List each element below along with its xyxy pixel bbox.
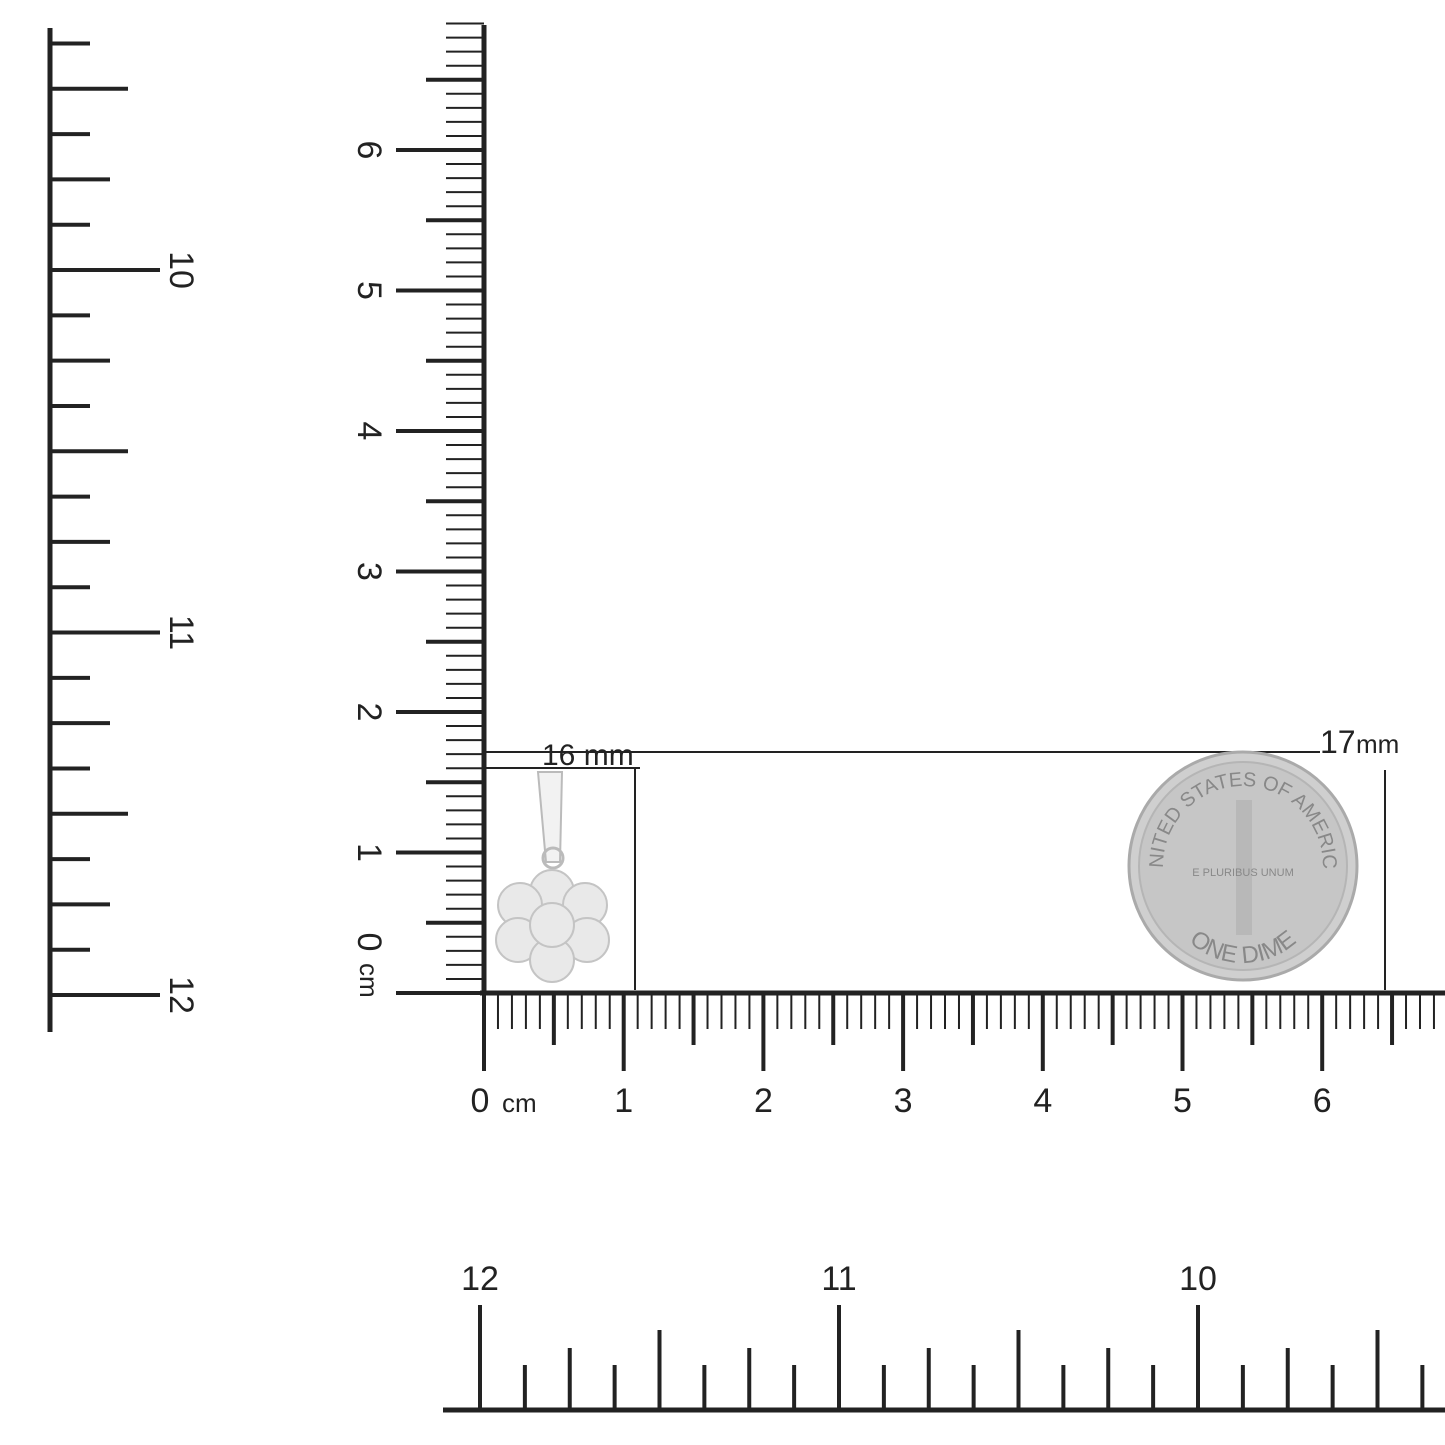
svg-text:UNITED STATES OF AMERICA: UNITED STATES OF AMERICA: [0, 0, 1340, 869]
cm-label: 0: [350, 933, 388, 952]
cm-label: 2: [350, 703, 388, 722]
cm-label: 0: [471, 1082, 490, 1120]
cm-ruler-horizontal: 0 1 2 3 4 5 6 cm: [471, 990, 1445, 1120]
inch-label: 10: [162, 251, 200, 289]
inch-label: 11: [821, 1260, 856, 1298]
inch-label: 12: [461, 1260, 499, 1298]
coin-motto: E PLURIBUS UNUM: [1192, 867, 1293, 879]
cm-ruler-vertical: 0 1 2 3 4 5 6 cm: [350, 22, 487, 998]
cm-unit: cm: [354, 963, 384, 998]
inch-label: 11: [162, 615, 200, 650]
cm-label: 4: [1033, 1082, 1052, 1120]
inch-label: 10: [1179, 1260, 1217, 1298]
coin-size-unit: mm: [1356, 729, 1399, 759]
cm-label: 5: [350, 281, 388, 300]
coin-size-number: 17: [1320, 724, 1356, 760]
cm-label: 6: [1313, 1082, 1332, 1120]
coin-top-text: UNITED STATES OF AMERICA: [0, 0, 1340, 869]
pendant-size-label: 16 mm: [542, 739, 634, 772]
pendant-image: [495, 771, 610, 983]
cm-label: 5: [1173, 1082, 1192, 1120]
cm-label: 4: [350, 422, 388, 441]
cm-label: 6: [350, 141, 388, 160]
cm-label: 3: [350, 562, 388, 581]
cm-label: 1: [614, 1082, 633, 1120]
inch-label: 12: [162, 976, 200, 1014]
dime-coin-image: UNITED STATES OF AMERICA ONE DIME E PLUR…: [0, 0, 1359, 982]
pendant-dimension: [484, 751, 1386, 990]
cm-label: 2: [754, 1082, 773, 1120]
cm-unit: cm: [502, 1088, 537, 1118]
cm-label: 1: [350, 843, 388, 862]
inch-ruler-left: 10 11 12: [47, 28, 200, 1032]
inch-ruler-bottom: 12 11 10: [443, 1260, 1445, 1413]
cm-label: 3: [894, 1082, 913, 1120]
